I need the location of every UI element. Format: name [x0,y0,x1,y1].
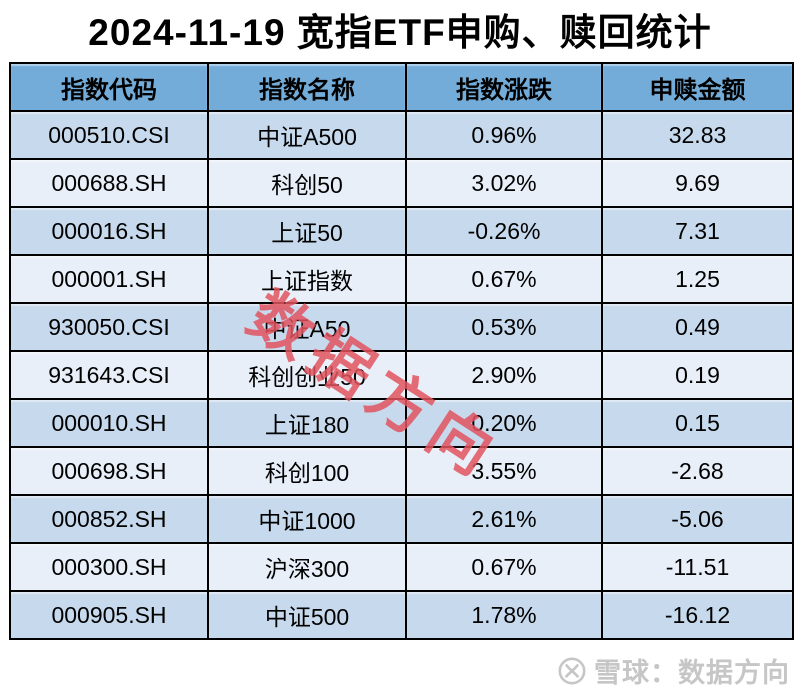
cell-flow-amount: -16.12 [601,590,794,640]
cell-index-name: 科创创业50 [207,350,407,400]
cell-index-change: -0.26% [405,206,603,256]
table-row: 931643.CSI 科创创业50 2.90% 0.19 [9,350,794,400]
cell-index-change: 2.90% [405,350,603,400]
cell-flow-amount: -11.51 [601,542,794,592]
table-row: 000016.SH 上证50 -0.26% 7.31 [9,206,794,256]
cell-index-change: 1.78% [405,590,603,640]
table-row: 930050.CSI 中证A50 0.53% 0.49 [9,302,794,352]
cell-index-code: 000010.SH [9,398,209,448]
cell-index-code: 000905.SH [9,590,209,640]
cell-flow-amount: 0.19 [601,350,794,400]
source-attribution: 雪球：数据方向 [557,651,790,690]
cell-index-change: 0.20% [405,398,603,448]
cell-index-code: 000016.SH [9,206,209,256]
cell-index-name: 沪深300 [207,542,407,592]
table-row: 000300.SH 沪深300 0.67% -11.51 [9,542,794,592]
cell-index-change: 0.53% [405,302,603,352]
cell-index-name: 科创50 [207,158,407,208]
cell-index-code: 000510.CSI [9,110,209,160]
cell-index-code: 000688.SH [9,158,209,208]
cell-index-name: 中证1000 [207,494,407,544]
cell-index-name: 上证50 [207,206,407,256]
cell-index-change: 2.61% [405,494,603,544]
cell-flow-amount: 32.83 [601,110,794,160]
source-label: 雪球：数据方向 [594,658,790,688]
cell-index-code: 000300.SH [9,542,209,592]
table-row: 000852.SH 中证1000 2.61% -5.06 [9,494,794,544]
cell-index-change: 0.96% [405,110,603,160]
etf-stats-table: 指数代码 指数名称 指数涨跌 申赎金额 000510.CSI 中证A500 0.… [9,62,794,640]
page-title: 2024-11-19 宽指ETF申购、赎回统计 [88,12,712,53]
cell-flow-amount: 9.69 [601,158,794,208]
table-row: 000698.SH 科创100 3.55% -2.68 [9,446,794,496]
cell-index-name: 上证指数 [207,254,407,304]
cell-index-change: 0.67% [405,254,603,304]
header-cell-index-code: 指数代码 [9,62,209,112]
table-row: 000688.SH 科创50 3.02% 9.69 [9,158,794,208]
table-row: 000001.SH 上证指数 0.67% 1.25 [9,254,794,304]
cell-index-code: 000698.SH [9,446,209,496]
cell-index-name: 中证A500 [207,110,407,160]
cell-flow-amount: 1.25 [601,254,794,304]
cell-index-change: 3.55% [405,446,603,496]
cell-index-code: 931643.CSI [9,350,209,400]
cell-flow-amount: 0.49 [601,302,794,352]
xueqiu-logo-icon [557,656,587,686]
cell-index-code: 000852.SH [9,494,209,544]
table-row: 000010.SH 上证180 0.20% 0.15 [9,398,794,448]
cell-flow-amount: 0.15 [601,398,794,448]
cell-flow-amount: -2.68 [601,446,794,496]
cell-index-name: 上证180 [207,398,407,448]
header-cell-index-name: 指数名称 [207,62,407,112]
cell-index-code: 000001.SH [9,254,209,304]
cell-index-name: 中证A50 [207,302,407,352]
cell-index-change: 0.67% [405,542,603,592]
cell-index-change: 3.02% [405,158,603,208]
cell-index-name: 中证500 [207,590,407,640]
table-row: 000905.SH 中证500 1.78% -16.12 [9,590,794,640]
cell-flow-amount: -5.06 [601,494,794,544]
cell-index-code: 930050.CSI [9,302,209,352]
cell-flow-amount: 7.31 [601,206,794,256]
header-cell-index-change: 指数涨跌 [405,62,603,112]
cell-index-name: 科创100 [207,446,407,496]
table-header-row: 指数代码 指数名称 指数涨跌 申赎金额 [9,62,794,112]
table-row: 000510.CSI 中证A500 0.96% 32.83 [9,110,794,160]
header-cell-flow-amount: 申赎金额 [601,62,794,112]
